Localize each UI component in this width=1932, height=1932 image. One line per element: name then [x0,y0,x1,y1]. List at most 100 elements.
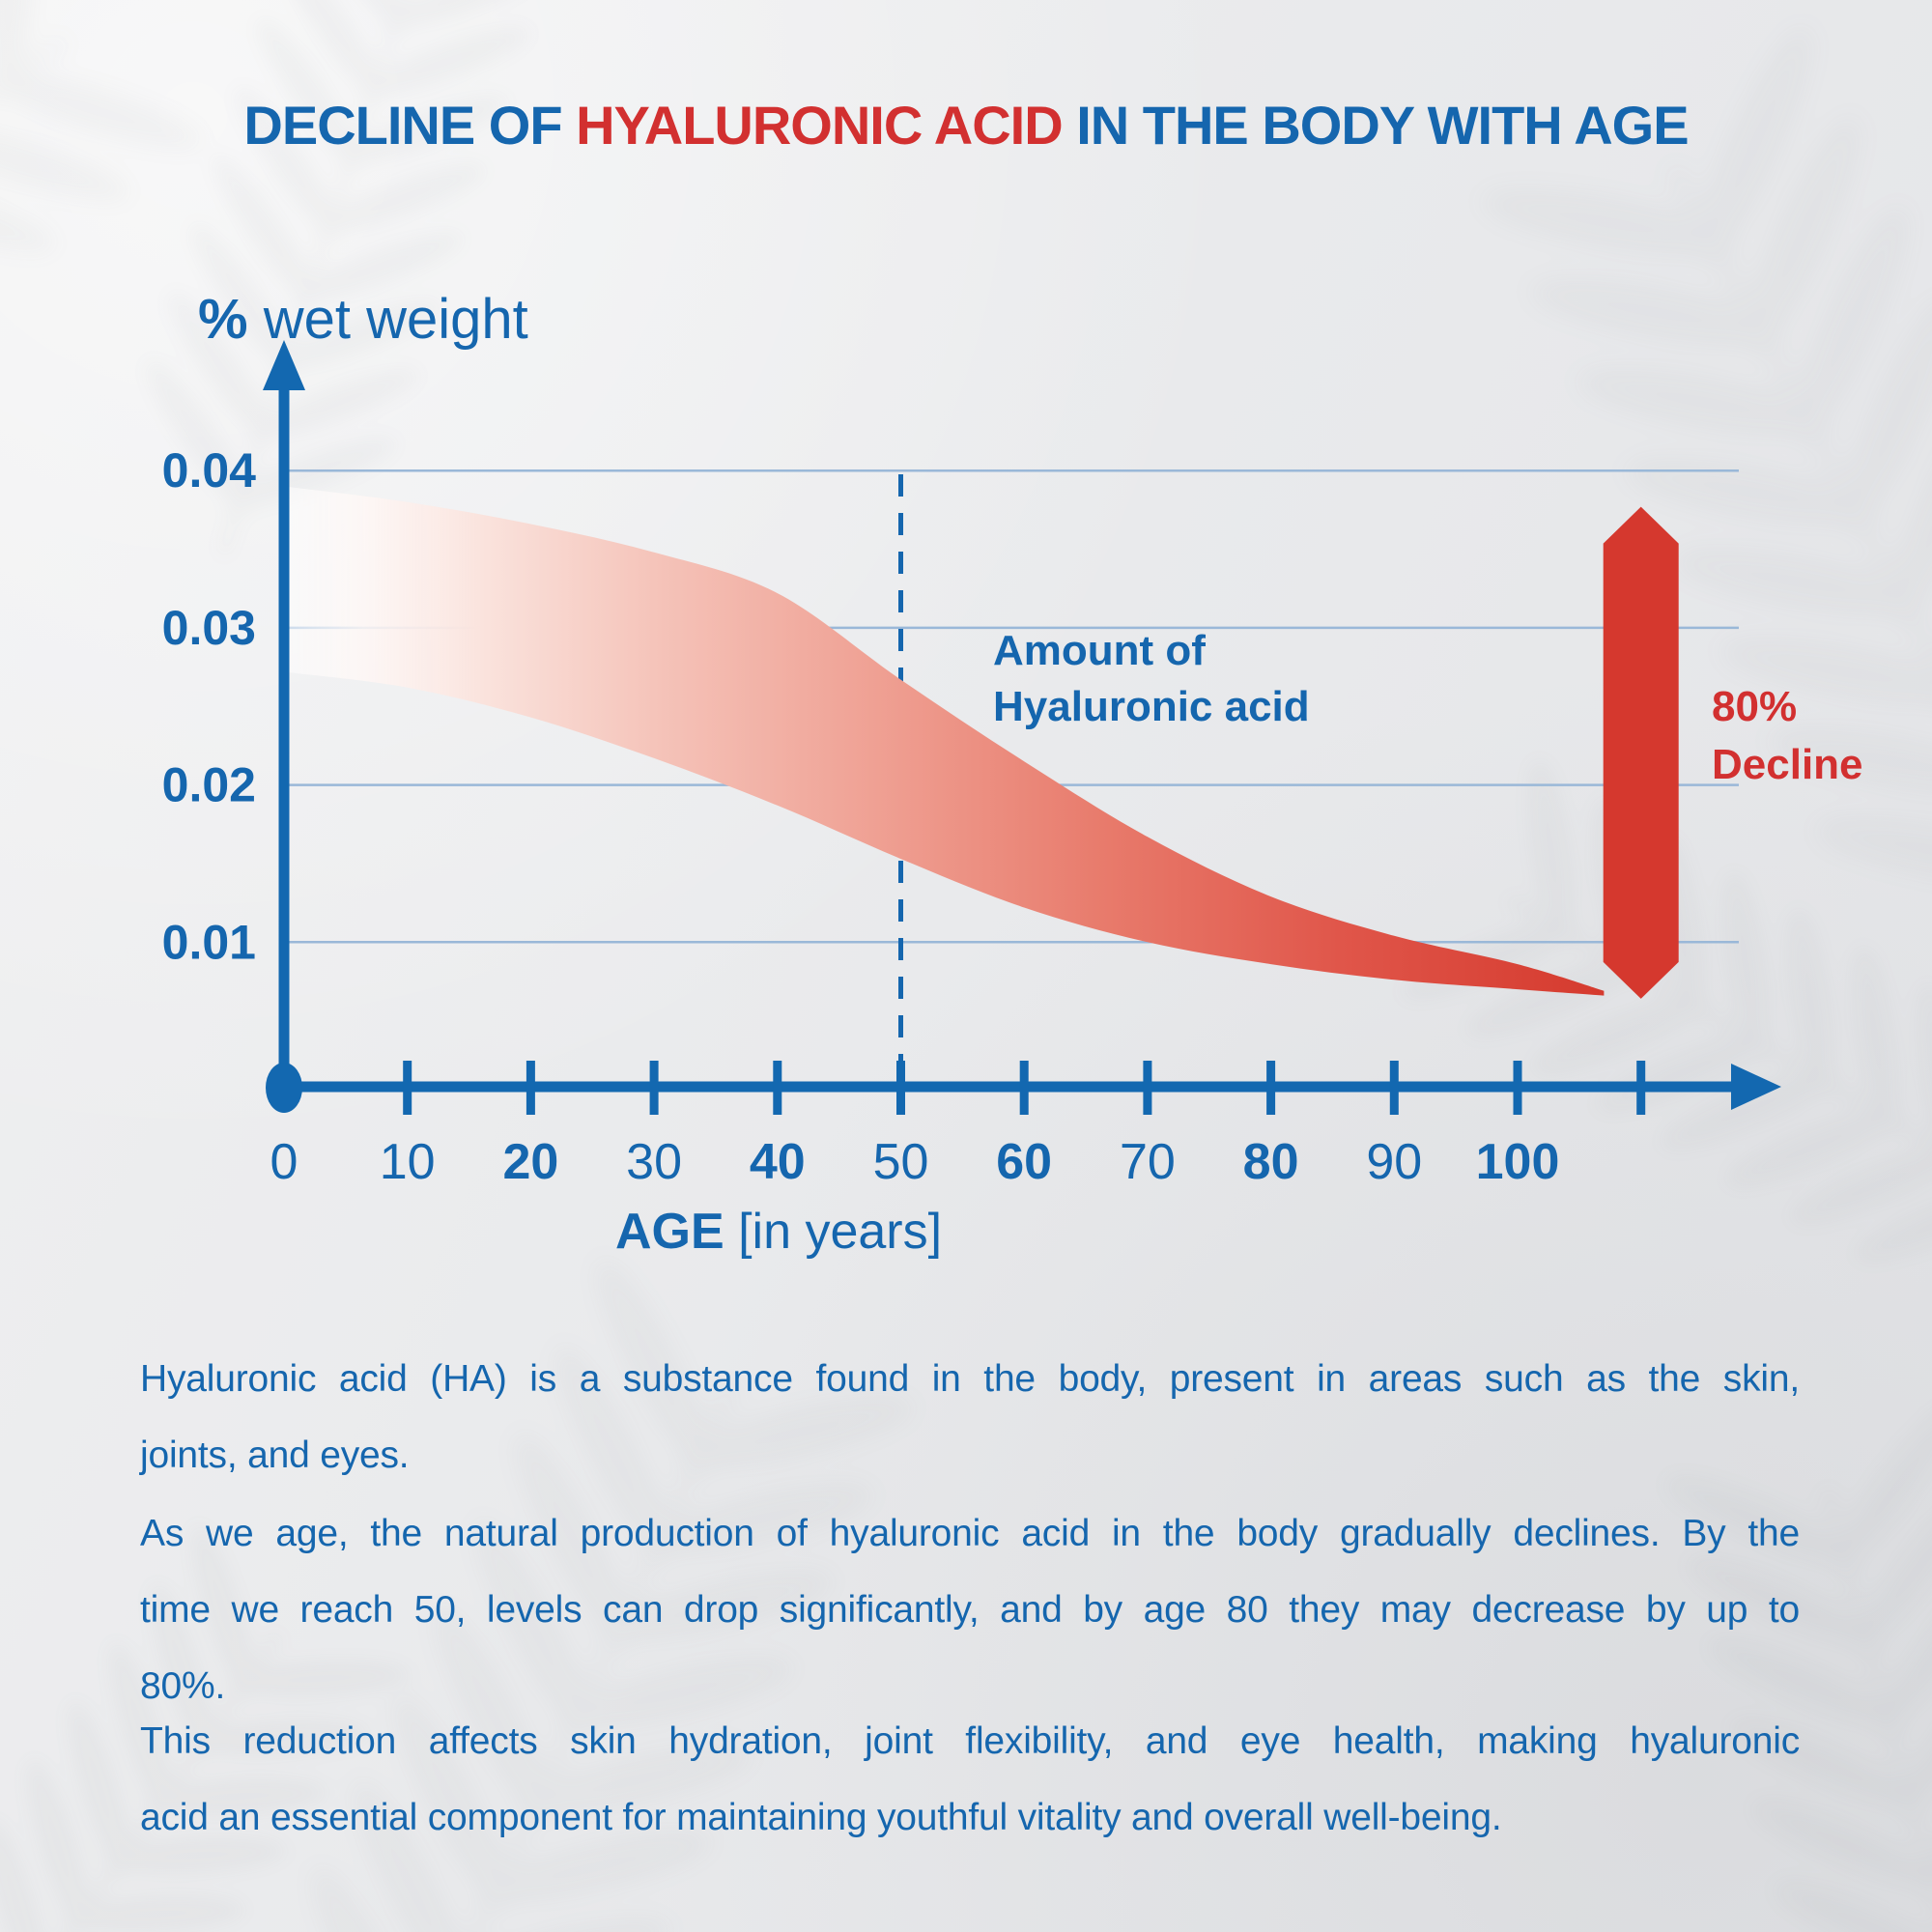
leaflet [0,71,203,150]
leaflet [1723,871,1769,1059]
leaflet [0,0,33,102]
page-title: DECLINE OF HYALURONIC ACID IN THE BODY W… [0,92,1932,159]
decline-label-line1: 80% [1712,683,1797,730]
y-tick-label-0.04: 0.04 [162,443,257,497]
paragraph-3-line-2: acid an essential component for maintain… [140,1797,1502,1838]
leaflet [1661,1069,1837,1149]
leaflet [1788,909,1833,1096]
leaf-frond [1665,1401,1932,1932]
chart-annotations: Amount of Hyaluronic acid 80% Decline [993,627,1863,788]
leaflet [1896,1644,1932,1815]
leaf-stem [218,0,419,557]
title-part3: AGE [1574,95,1689,156]
leaf-stem [1821,1487,1932,1932]
y-tick-label-0.02: 0.02 [162,758,256,812]
leaflet [1528,759,1574,947]
x-tick-label-30: 30 [626,1134,682,1190]
leaflet [1698,26,1812,262]
leaflet [226,437,397,508]
leaflet [188,1719,369,1756]
leaflet [147,1778,328,1815]
leaflet [517,1745,753,1816]
x-tick-label-80: 80 [1243,1134,1299,1190]
leaflet [436,1918,672,1932]
paragraph-2: As we age, the natural production of hya… [140,1495,1800,1724]
leaf-frond [312,1258,915,1932]
hyaluronic-acid-band [284,486,1605,996]
leaflet [337,96,508,166]
x-tick-label-90: 90 [1366,1134,1422,1190]
x-tick-label-20: 20 [502,1134,558,1190]
y-tick-label-0.01: 0.01 [162,915,256,969]
leaflet [150,1582,213,1757]
leaflet [1775,1882,1932,1932]
paragraph-3: This reduction affects skin hydration, j… [140,1703,1800,1856]
leaflet [26,1759,90,1932]
leaf-stem [0,1632,283,1932]
paragraph-1-line-1: Hyaluronic acid (HA) is a substance foun… [140,1358,1800,1400]
x-tick-label-100: 100 [1476,1134,1560,1190]
leaflet [476,1832,713,1903]
leaflet [1853,947,1898,1134]
leaflet [1874,1563,1932,1734]
leaflet [64,1896,245,1932]
leaflet [1481,189,1734,256]
leaflet [190,223,297,375]
leaflet [679,1397,915,1468]
leaflet [1794,206,1908,441]
y-tick-label-0.03: 0.03 [162,601,256,655]
paragraph-1: Hyaluronic acid (HA) is a substance foun… [140,1341,1800,1493]
axes [263,340,1781,1115]
leaflet [353,1779,470,1932]
leaf-frond [1481,26,1932,949]
leaflet [235,86,341,239]
x-tick-label-70: 70 [1120,1134,1176,1190]
leaf-frond [146,0,553,557]
y-axis-caption-bold: % [198,288,248,351]
leaflet [554,1345,672,1561]
leaflet [213,155,319,307]
leaflet [1528,279,1781,346]
x-axis-caption: AGE [in years] [615,1204,942,1260]
leaflet [1889,385,1932,621]
leaflet [191,1524,255,1698]
leaflet [257,18,363,170]
leaf-stem [1667,163,1932,949]
leaflet [1731,1719,1927,1811]
leaflet [1466,957,1642,1037]
x-tick-label-0: 0 [270,1134,298,1190]
leaflet [279,0,385,101]
leaflet [1746,116,1861,352]
leaflet [1752,1801,1932,1892]
leaflet [359,27,530,98]
y-axis-caption: % wet weight [198,288,528,351]
leaflet [229,1661,411,1697]
x-tick-label-40: 40 [750,1134,806,1190]
leaflet [639,1484,874,1555]
leaflet [1719,639,1932,705]
leaflet [293,232,464,302]
gridlines: 0.01 0.02 0.03 0.04 [162,443,1739,969]
leaflet [1726,1107,1902,1186]
leaflet [1856,1182,1932,1262]
y-axis-caption-rest: wet weight [248,288,528,351]
leaflet [1841,296,1932,531]
leaflet [1768,728,1932,795]
x-axis-caption-rest: [in years] [724,1204,942,1260]
decline-arrow-bar [1603,506,1679,999]
leaflet [0,1818,48,1932]
leaflet [146,359,252,512]
leaflet [473,1519,592,1735]
leaflet [1853,1482,1932,1654]
x-axis-caption-bold: AGE [615,1204,724,1260]
paragraph-3-line-1: This reduction affects skin hydration, j… [140,1720,1800,1762]
leaflet [109,1641,172,1816]
band-label-line1: Amount of [993,627,1206,674]
leaflet [1624,459,1877,526]
title-part1: DECLINE OF [243,95,577,156]
leaflet [1918,983,1932,1172]
